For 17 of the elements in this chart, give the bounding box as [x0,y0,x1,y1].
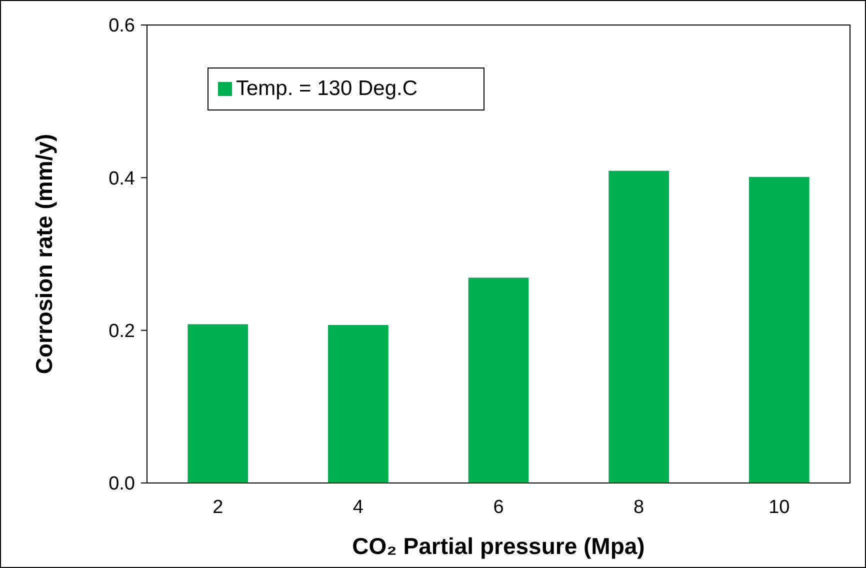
bar [328,324,388,483]
bar [188,324,248,483]
y-axis-title: Corrosion rate (mm/y) [31,134,57,374]
legend-label: Temp. = 130 Deg.C [236,77,418,100]
x-axis-title: CO₂ Partial pressure (Mpa) [352,533,645,559]
x-tick-label: 4 [352,497,364,518]
y-tick-label: 0.0 [108,474,135,495]
bar [608,170,669,483]
bar [748,176,810,483]
x-tick-label: 10 [768,497,790,518]
x-tick-label: 6 [493,497,504,518]
y-tick-label: 0.2 [108,320,135,342]
x-tick-label: 2 [212,497,224,518]
bar [468,278,529,483]
y-tick-label: 0.4 [108,168,136,190]
x-tick-label: 8 [634,497,644,518]
y-tick-label: 0.6 [108,16,135,37]
